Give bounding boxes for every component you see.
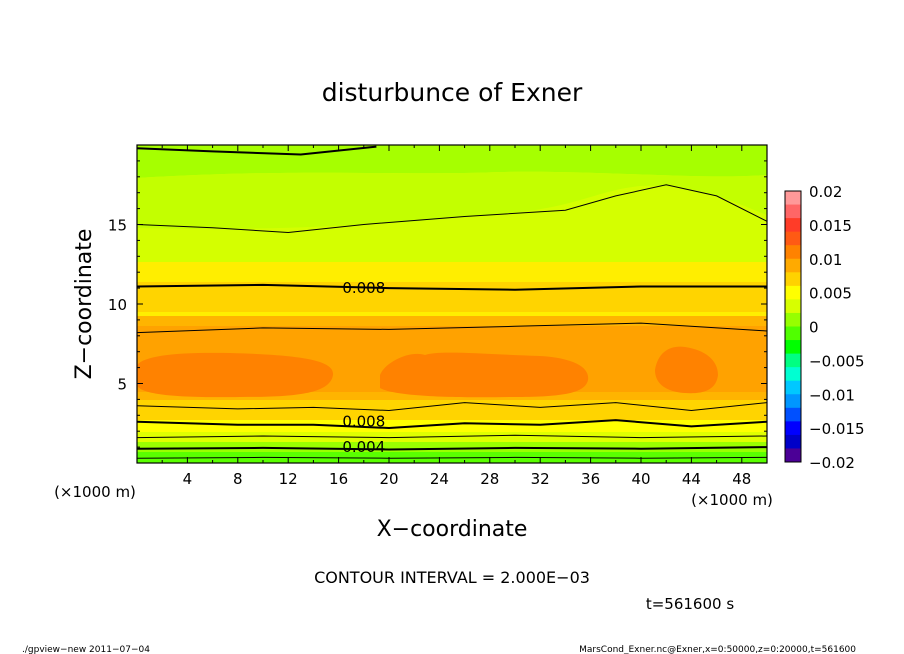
colorbar-swatch <box>785 367 801 382</box>
x-tick-label: 4 <box>183 470 193 488</box>
contour-labels: 0.008 0.008 0.004 <box>342 279 385 456</box>
contour-line <box>137 402 767 412</box>
contour-line <box>137 456 767 459</box>
colorbar-swatch <box>785 204 801 219</box>
y-tick-label: 5 <box>117 376 127 394</box>
footer-right: MarsCond_Exner.nc@Exner,x=0:50000,z=0:20… <box>579 645 856 654</box>
chart-title: disturbunce of Exner <box>322 78 583 107</box>
colorbar-tick-label: −0.015 <box>809 420 865 438</box>
colorbar-swatch <box>785 218 801 233</box>
x-tick-label: 16 <box>329 470 348 488</box>
x-tick-label: 12 <box>279 470 298 488</box>
colorbar-swatch <box>785 272 801 287</box>
footer-left: ./gpview−new 2011−07−04 <box>22 645 150 654</box>
colorbar-swatch <box>785 191 801 206</box>
x-tick-label: 28 <box>480 470 499 488</box>
colorbar-swatch <box>785 231 801 246</box>
x-tick-label: 44 <box>682 470 701 488</box>
colorbar <box>784 190 802 463</box>
colorbar-swatch <box>785 380 801 395</box>
colorbar-swatch <box>785 245 801 260</box>
y-axis: 5 10 15 <box>108 144 767 448</box>
contour-label: 0.008 <box>342 413 385 431</box>
colorbar-swatch <box>785 394 801 409</box>
colorbar-swatch <box>785 299 801 314</box>
contour-interval-text: CONTOUR INTERVAL = 2.000E−03 <box>314 568 590 587</box>
contour-label: 0.004 <box>342 438 385 456</box>
colorbar-swatch <box>785 285 801 300</box>
x-axis: 4 8 12 16 20 24 28 32 36 40 44 48 <box>161 145 768 488</box>
colorbar-swatch <box>785 312 801 327</box>
colorbar-swatch <box>785 353 801 368</box>
x-tick-label: 40 <box>631 470 650 488</box>
colorbar-swatch <box>785 258 801 273</box>
colorbar-swatch <box>785 434 801 449</box>
plot-area <box>137 145 767 463</box>
x-unit-left: (×1000 m) <box>54 483 136 501</box>
contour-line <box>137 283 767 291</box>
colorbar-tick-label: 0.01 <box>809 251 842 269</box>
time-text: t=561600 s <box>646 595 734 613</box>
colorbar-swatch <box>785 448 801 463</box>
y-axis-label: Z−coordinate <box>72 229 97 380</box>
x-tick-label: 20 <box>379 470 398 488</box>
colorbar-swatch <box>785 340 801 355</box>
x-tick-label: 36 <box>581 470 600 488</box>
contour-line <box>137 322 767 334</box>
colorbar-tick-label: 0.02 <box>809 183 842 201</box>
colorbar-frame <box>784 190 802 463</box>
contour-line <box>137 419 767 430</box>
x-axis-label: X−coordinate <box>377 517 528 542</box>
colorbar-swatch <box>785 407 801 422</box>
colorbar-tick-label: 0.015 <box>809 217 852 235</box>
y-tick-label: 15 <box>108 217 127 235</box>
contour-line <box>137 434 767 439</box>
colorbar-tick-label: −0.01 <box>809 386 855 404</box>
y-tick-label: 10 <box>108 296 127 314</box>
x-tick-label: 8 <box>233 470 243 488</box>
x-tick-label: 24 <box>430 470 449 488</box>
colorbar-swatch <box>785 421 801 436</box>
contour-line <box>137 184 767 234</box>
colorbar-swatch <box>785 326 801 341</box>
colorbar-tick-label: −0.005 <box>809 352 865 370</box>
contour-label: 0.008 <box>342 279 385 297</box>
x-unit-right: (×1000 m) <box>691 491 773 509</box>
x-tick-label: 32 <box>531 470 550 488</box>
colorbar-tick-label: 0 <box>809 319 819 337</box>
contour-lines <box>137 145 767 459</box>
x-tick-label: 48 <box>732 470 751 488</box>
colorbar-tick-label: 0.005 <box>809 285 852 303</box>
colorbar-tick-label: −0.02 <box>809 454 855 472</box>
colorbar-tick-labels: 0.02 0.015 0.01 0.005 0 −0.005 −0.01 −0.015 −0.0… <box>809 183 865 472</box>
contour-line <box>137 446 767 451</box>
